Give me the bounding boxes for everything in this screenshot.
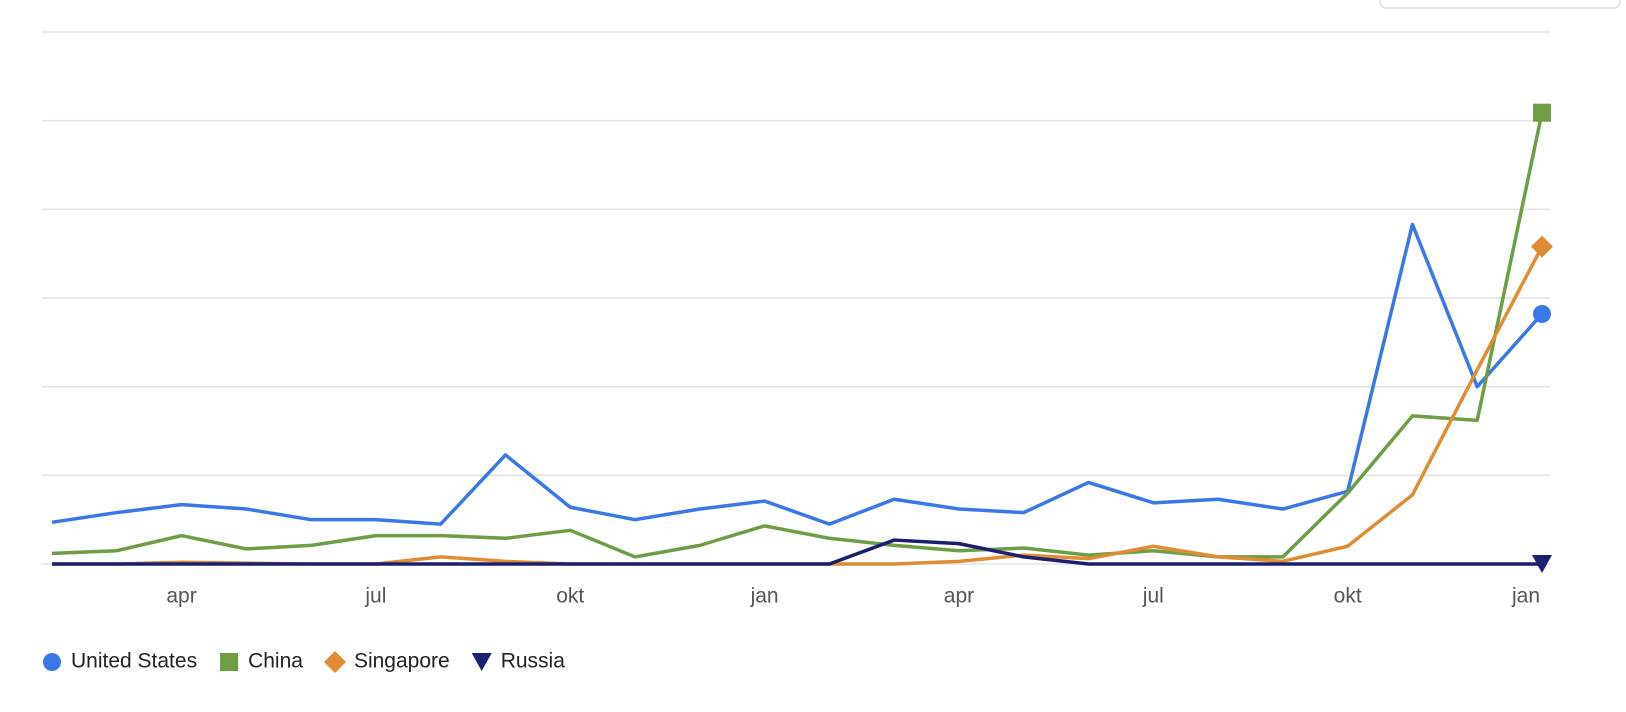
legend-label: United States — [71, 650, 197, 673]
marker — [323, 651, 346, 673]
lines — [51, 103, 1553, 573]
legend-label: Russia — [501, 650, 566, 673]
x-axis: apr jul okt jan apr jul okt jan — [166, 585, 1540, 608]
legend-label: China — [248, 650, 303, 673]
marker — [1531, 235, 1553, 258]
series-line — [51, 112, 1544, 559]
x-tick-label: jan — [750, 585, 779, 608]
dropdown-edge — [1379, 0, 1621, 9]
series-line — [52, 538, 1542, 566]
grid — [42, 31, 1550, 565]
x-tick-label: okt — [1334, 585, 1362, 608]
x-tick-label: apr — [944, 585, 974, 608]
marker — [1532, 555, 1552, 573]
x-tick-label: apr — [166, 585, 196, 608]
marker — [1533, 103, 1551, 122]
x-tick-label: jul — [364, 585, 386, 608]
x-tick-label: jul — [1142, 585, 1164, 608]
x-tick-label: jan — [1511, 585, 1540, 608]
x-tick-label: okt — [556, 585, 584, 608]
legend-label: Singapore — [354, 650, 450, 673]
series-line — [52, 245, 1544, 566]
legend: United States China Singapore Russia — [43, 650, 565, 673]
series-line — [51, 222, 1544, 526]
marker — [1533, 304, 1551, 323]
marker — [220, 653, 239, 671]
marker — [471, 653, 492, 671]
marker — [43, 653, 61, 671]
